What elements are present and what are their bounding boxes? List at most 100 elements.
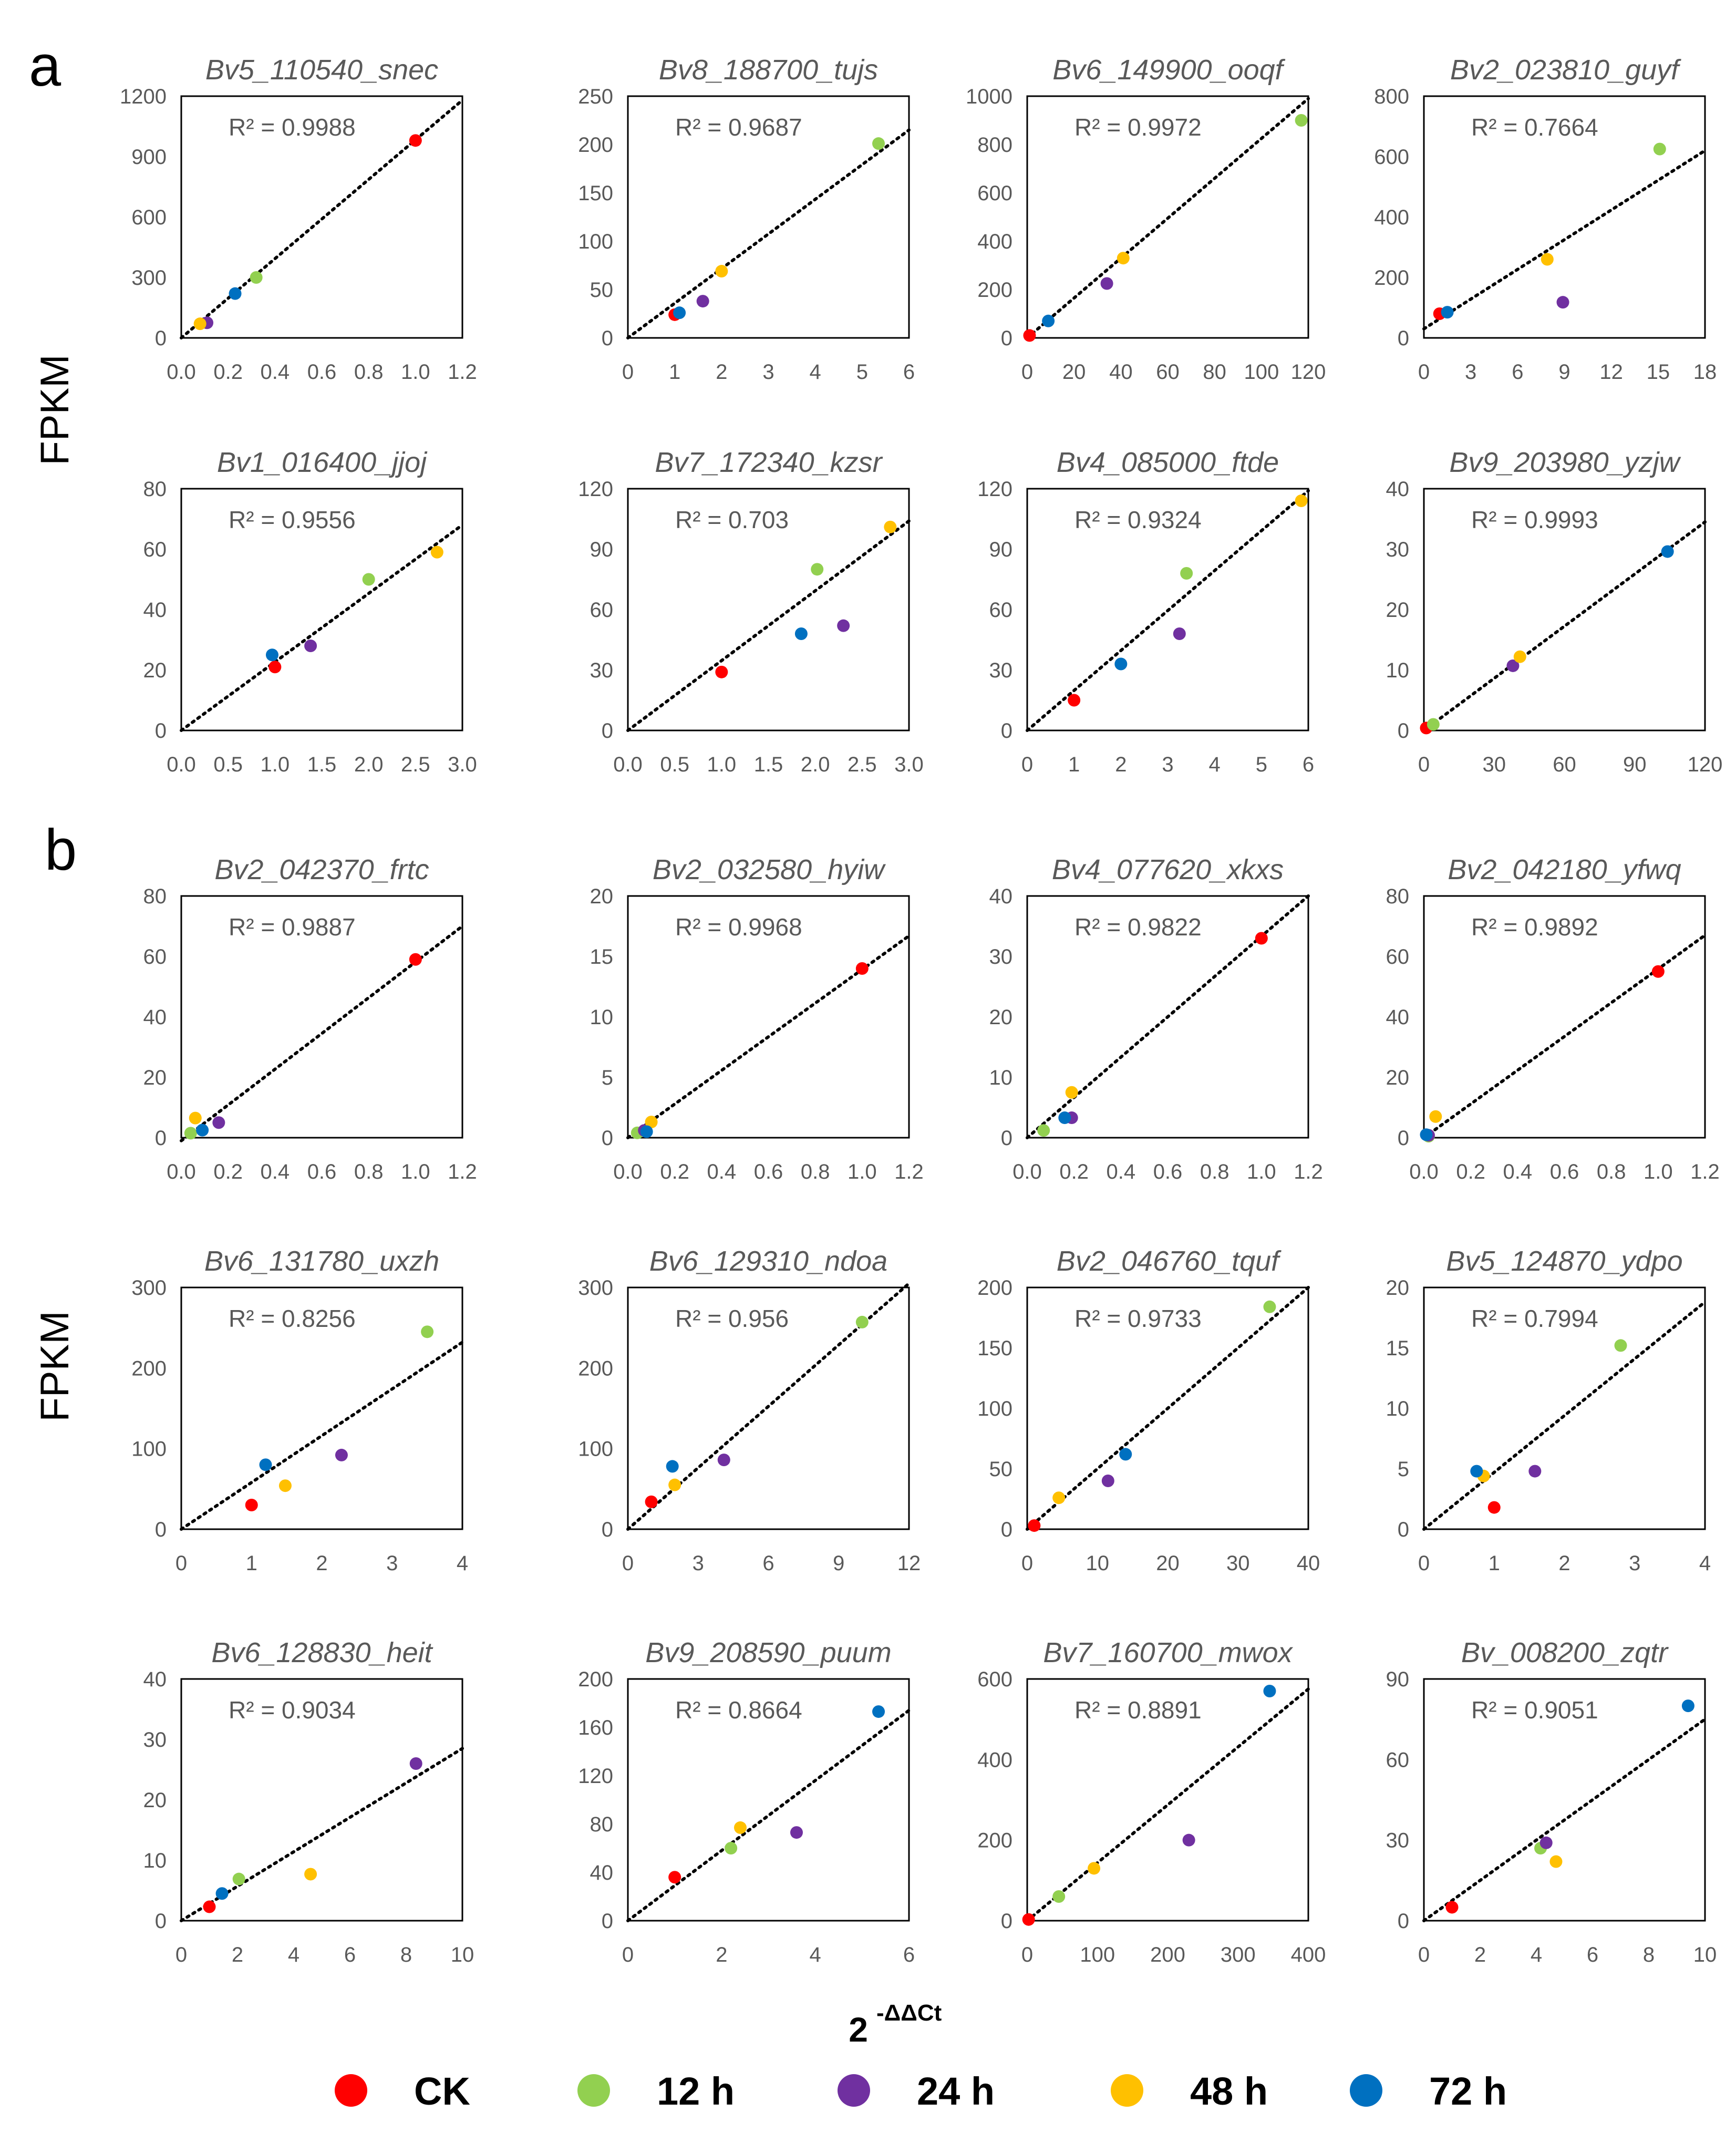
chart-title: Bv2_042370_frtc <box>214 854 429 885</box>
y-tick-label: 0 <box>602 1127 613 1150</box>
data-point-72h <box>1058 1111 1071 1125</box>
legend-label: 72 h <box>1429 2069 1507 2113</box>
y-tick-label: 300 <box>131 1276 167 1300</box>
y-tick-label: 600 <box>131 206 167 229</box>
x-tick-label: 1 <box>669 360 680 384</box>
x-tick-label: 1.2 <box>1294 1160 1323 1183</box>
scatter-chart: Bv2_042180_yfwq 0.0 0.2 0.4 0.6 0.8 1.0 1.2 0 20 4… <box>1386 854 1720 1183</box>
chart-title: Bv2_032580_hyiw <box>653 854 886 885</box>
y-tick-label: 200 <box>131 1357 167 1380</box>
x-tick-label: 0.6 <box>754 1160 783 1183</box>
data-point-12h <box>811 563 824 576</box>
y-tick-label: 5 <box>1398 1458 1409 1481</box>
trendline <box>626 128 911 339</box>
scatter-chart: Bv8_188700_tujs 0 1 2 3 4 5 6 0 50 100 150 200 250 R² … <box>578 54 915 384</box>
legend-label: 48 h <box>1190 2069 1268 2113</box>
data-point-72h <box>265 648 278 662</box>
y-tick-label: 120 <box>977 478 1012 501</box>
x-tick-label: 0 <box>622 1552 634 1575</box>
y-tick-label: 10 <box>1386 1397 1410 1420</box>
y-tick-label: 20 <box>1386 1066 1410 1089</box>
y-tick-label: 100 <box>131 1438 167 1461</box>
x-tick-label: 12 <box>1599 360 1623 384</box>
y-tick-label: 60 <box>590 599 614 622</box>
chart-title: Bv5_124870_ydpo <box>1446 1245 1682 1277</box>
chart-title: Bv2_042180_yfwq <box>1448 854 1681 885</box>
y-tick-label: 50 <box>989 1458 1013 1481</box>
x-tick-label: 6 <box>903 360 915 384</box>
y-tick-label: 60 <box>143 538 167 561</box>
plot-area <box>180 1678 463 1922</box>
x-tick-label: 2 <box>716 1943 727 1966</box>
x-tick-label: 0.8 <box>1200 1160 1229 1183</box>
x-tick-label: 0.0 <box>167 753 196 776</box>
r-squared-label: R² = 0.9687 <box>675 114 802 141</box>
x-tick-label: 0.0 <box>1012 1160 1042 1183</box>
data-point-72h <box>1042 314 1055 327</box>
data-point-ck <box>245 1499 258 1511</box>
y-tick-label: 100 <box>977 1397 1012 1420</box>
x-tick-label: 0.5 <box>213 753 243 776</box>
x-tick-label: 1.2 <box>1690 1160 1720 1183</box>
data-point-ck <box>409 953 422 966</box>
scatter-chart: Bv1_016400_jjoj 0.0 0.5 1.0 1.5 2.0 2.5 3.0 0 20 4… <box>143 447 477 776</box>
y-tick-label: 90 <box>1386 1668 1410 1691</box>
data-point-24h <box>1100 277 1113 290</box>
y-tick-label: 1000 <box>966 85 1012 108</box>
x-tick-label: 4 <box>1209 753 1221 776</box>
y-tick-label: 200 <box>977 279 1012 302</box>
trendline <box>1026 97 1310 339</box>
data-point-12h <box>872 137 885 150</box>
x-tick-label: 120 <box>1688 753 1723 776</box>
y-tick-label: 80 <box>590 1813 614 1836</box>
x-tick-label: 6 <box>903 1943 915 1966</box>
y-tick-label: 600 <box>977 182 1012 205</box>
plot-area <box>180 1286 463 1530</box>
chart-title: Bv7_172340_kzsr <box>655 447 883 478</box>
data-point-72h <box>673 306 686 320</box>
chart-title: Bv9_203980_yzjw <box>1449 447 1681 478</box>
y-tick-label: 60 <box>989 599 1013 622</box>
data-point-72h <box>196 1124 209 1137</box>
r-squared-label: R² = 0.9324 <box>1074 506 1202 533</box>
y-tick-label: 0 <box>1001 719 1012 743</box>
chart-title: Bv2_046760_tquf <box>1057 1245 1282 1277</box>
x-tick-label: 0.4 <box>261 1160 290 1183</box>
legend-marker <box>1350 2074 1382 2107</box>
y-tick-label: 0 <box>1398 327 1409 350</box>
x-tick-label: 6 <box>762 1552 774 1575</box>
chart-title: Bv8_188700_tujs <box>659 54 878 86</box>
x-tick-label: 10 <box>451 1943 474 1966</box>
data-point-12h <box>1653 142 1666 156</box>
data-point-ck <box>1023 329 1036 342</box>
data-point-12h <box>1052 1890 1066 1903</box>
x-tick-label: 6 <box>1587 1943 1598 1966</box>
data-point-12h <box>232 1872 245 1885</box>
scatter-chart: Bv6_129310_ndoa 0 3 6 9 12 0 100 200 300 R² = 0.95… <box>578 1245 921 1575</box>
plot-area <box>1423 488 1706 731</box>
legend-marker <box>838 2074 870 2107</box>
scatter-chart: Bv9_203980_yzjw 0 30 60 90 120 0 10 20 30 40 R² = 0… <box>1386 447 1723 776</box>
x-tick-label: 2.0 <box>354 753 384 776</box>
trendline <box>1026 1687 1310 1922</box>
data-point-24h <box>335 1448 348 1461</box>
y-tick-label: 800 <box>1374 85 1409 108</box>
x-tick-label: 12 <box>897 1552 921 1575</box>
x-tick-label: 300 <box>1221 1943 1256 1966</box>
y-tick-label: 40 <box>1386 1006 1410 1029</box>
data-point-72h <box>666 1460 679 1473</box>
x-tick-label: 30 <box>1483 753 1506 776</box>
x-tick-label: 0.2 <box>213 360 243 384</box>
y-tick-label: 20 <box>143 659 167 682</box>
y-axis-label-b: FPKM <box>33 1311 77 1421</box>
x-tick-label: 0 <box>622 360 634 384</box>
x-tick-label: 0.4 <box>261 360 290 384</box>
x-tick-label: 0.2 <box>660 1160 689 1183</box>
scatter-chart: Bv7_160700_mwox 0 100 200 300 400 0 200 400 600 R²… <box>977 1637 1326 1966</box>
scatter-chart: Bv2_032580_hyiw 0.0 0.2 0.4 0.6 0.8 1.0 1.2 0 5 10… <box>590 854 924 1183</box>
x-tick-label: 0.2 <box>1456 1160 1485 1183</box>
data-point-12h <box>250 271 263 284</box>
x-axis-label-base: 2 <box>849 2010 868 2049</box>
x-tick-label: 1.2 <box>894 1160 924 1183</box>
x-tick-label: 0.2 <box>1059 1160 1089 1183</box>
